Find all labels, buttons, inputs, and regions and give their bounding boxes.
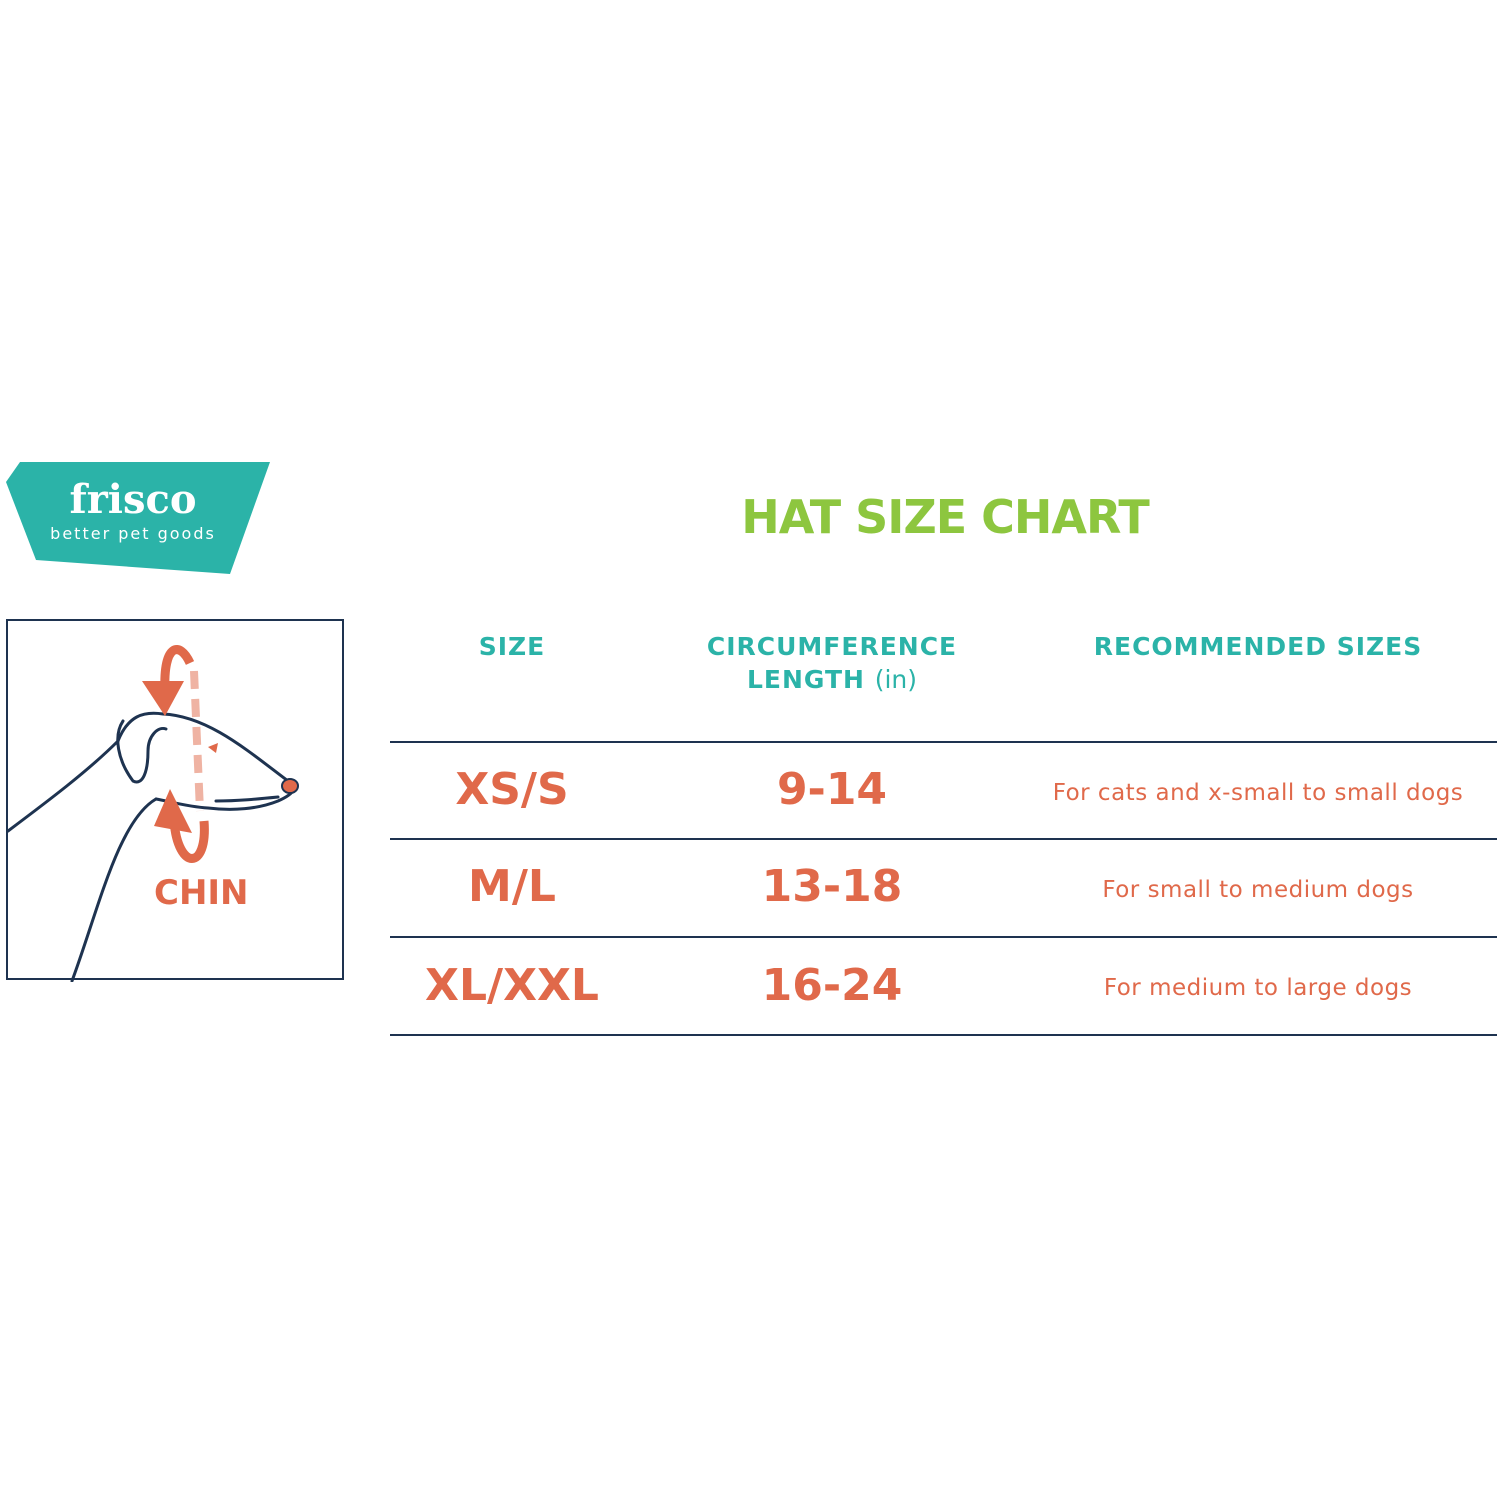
divider <box>390 936 1497 938</box>
divider <box>390 838 1497 840</box>
logo-name: frisco <box>69 476 197 523</box>
size-cell: XL/XXL <box>425 960 599 1011</box>
chart-title: HAT SIZE CHART <box>741 490 1150 544</box>
frisco-logo: frisco better pet goods <box>6 460 272 576</box>
dog-head-icon <box>8 645 299 982</box>
divider <box>390 741 1497 743</box>
divider <box>390 1034 1497 1036</box>
recommended-cell: For cats and x-small to small dogs <box>1052 780 1464 806</box>
range-cell: 9-14 <box>776 764 888 815</box>
range-cell: 13-18 <box>761 861 903 912</box>
recommended-cell: For medium to large dogs <box>1103 975 1413 1001</box>
size-cell: M/L <box>468 861 556 912</box>
header-size: SIZE <box>478 632 546 661</box>
logo-badge-shape <box>6 462 270 574</box>
size-cell: XS/S <box>455 764 569 815</box>
range-cell: 16-24 <box>761 960 903 1011</box>
dog-measure-illustration: CHIN <box>6 619 344 982</box>
recommended-cell: For small to medium dogs <box>1102 877 1414 903</box>
logo-tagline: better pet goods <box>50 524 216 543</box>
header-circumference: CIRCUMFERENCE LENGTH (in) <box>662 630 1002 696</box>
chin-label: CHIN <box>154 873 249 913</box>
header-circumference-line2: LENGTH <box>746 665 865 694</box>
header-circumference-line1: CIRCUMFERENCE <box>706 632 958 661</box>
header-circumference-unit: (in) <box>874 665 918 694</box>
header-recommended: RECOMMENDED SIZES <box>1093 632 1423 661</box>
